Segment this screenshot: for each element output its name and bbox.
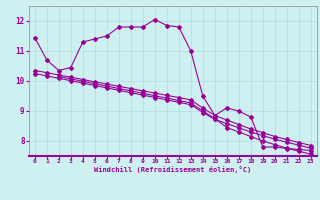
- X-axis label: Windchill (Refroidissement éolien,°C): Windchill (Refroidissement éolien,°C): [94, 166, 252, 173]
